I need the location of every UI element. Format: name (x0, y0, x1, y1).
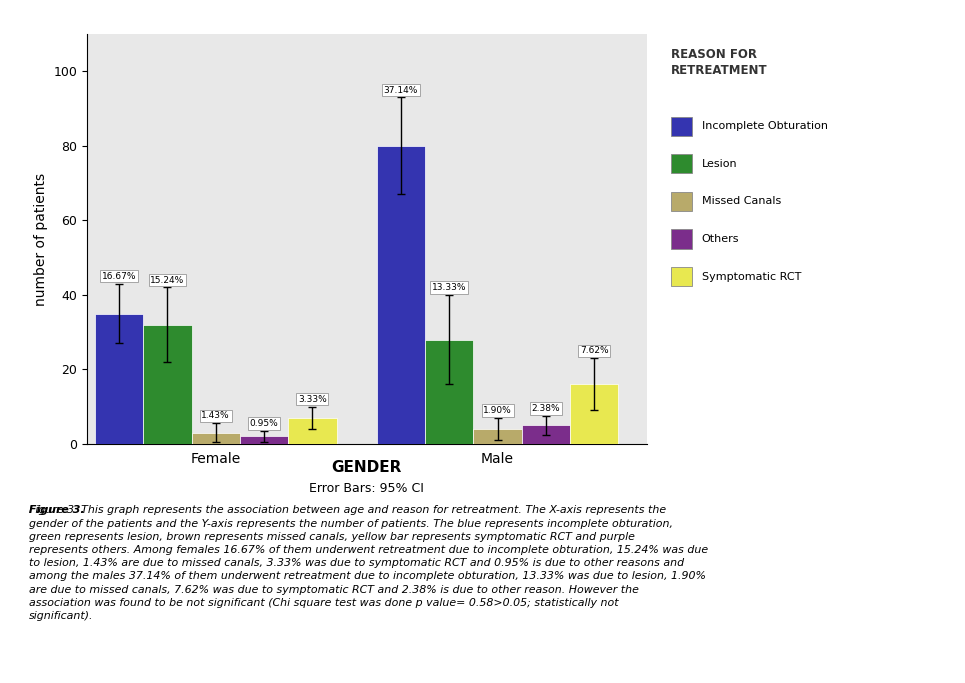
Bar (474, 429, 522, 444)
Bar (522, 426, 570, 444)
Text: Symptomatic RCT: Symptomatic RCT (702, 272, 801, 281)
Text: Others: Others (702, 234, 739, 244)
Text: Incomplete Obturation: Incomplete Obturation (702, 122, 828, 131)
Text: GENDER: GENDER (332, 460, 401, 475)
Bar (376, 146, 426, 444)
Text: 2.38%: 2.38% (532, 404, 561, 413)
Text: Figure 3.: Figure 3. (29, 505, 89, 516)
Bar (289, 418, 337, 444)
Text: 7.62%: 7.62% (580, 346, 609, 355)
Text: 37.14%: 37.14% (384, 85, 418, 94)
Text: Missed Canals: Missed Canals (702, 197, 781, 206)
Bar (240, 436, 289, 444)
Text: Lesion: Lesion (702, 159, 737, 169)
Text: 3.33%: 3.33% (298, 395, 327, 404)
Text: 1.43%: 1.43% (202, 411, 230, 421)
Bar (570, 385, 619, 444)
Text: Figure 3. This graph represents the association between age and reason for retre: Figure 3. This graph represents the asso… (29, 505, 708, 621)
Bar (426, 339, 474, 444)
Text: 1.90%: 1.90% (483, 406, 512, 415)
Bar (191, 433, 240, 444)
Text: 13.33%: 13.33% (432, 283, 466, 292)
Text: REASON FOR
RETREATMENT: REASON FOR RETREATMENT (671, 48, 767, 76)
Text: Error Bars: 95% CI: Error Bars: 95% CI (309, 482, 425, 495)
Bar (143, 324, 191, 444)
Text: 0.95%: 0.95% (250, 419, 278, 428)
Text: 15.24%: 15.24% (151, 275, 184, 285)
Bar (95, 313, 143, 444)
Text: 16.67%: 16.67% (102, 272, 136, 281)
Y-axis label: number of patients: number of patients (34, 173, 47, 305)
